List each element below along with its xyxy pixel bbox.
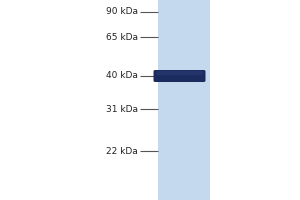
Text: 65 kDa: 65 kDa [106, 32, 138, 42]
Text: 22 kDa: 22 kDa [106, 146, 138, 156]
Text: 90 kDa: 90 kDa [106, 7, 138, 17]
FancyBboxPatch shape [157, 71, 202, 75]
FancyBboxPatch shape [154, 70, 206, 82]
Text: 40 kDa: 40 kDa [106, 72, 138, 80]
Bar [158, 0, 210, 200]
Text: 31 kDa: 31 kDa [106, 104, 138, 114]
